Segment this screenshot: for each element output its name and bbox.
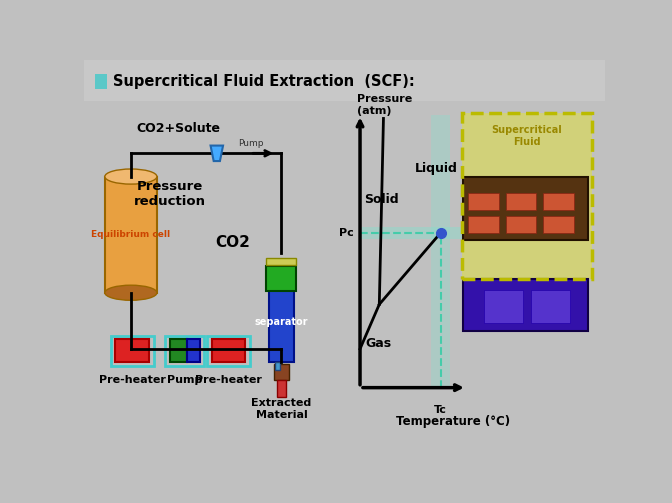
- Bar: [506, 193, 536, 210]
- Bar: [544, 193, 574, 210]
- Text: separator: separator: [255, 316, 308, 326]
- Text: Pressure
(atm): Pressure (atm): [358, 94, 413, 116]
- Bar: [468, 216, 499, 233]
- Text: Liquid: Liquid: [415, 162, 458, 176]
- Bar: [266, 258, 296, 265]
- Bar: [463, 279, 588, 331]
- Bar: [266, 266, 296, 291]
- Bar: [484, 290, 523, 323]
- Bar: [111, 336, 154, 366]
- Bar: [360, 227, 480, 238]
- Bar: [462, 113, 592, 279]
- Text: Tc: Tc: [434, 405, 447, 415]
- Bar: [275, 363, 280, 370]
- Text: Pressure
reduction: Pressure reduction: [134, 180, 206, 208]
- Ellipse shape: [105, 169, 157, 184]
- Bar: [84, 60, 605, 101]
- Text: Pump: Pump: [238, 139, 263, 148]
- Bar: [105, 177, 157, 293]
- Bar: [431, 115, 450, 388]
- Bar: [468, 193, 499, 210]
- Bar: [278, 380, 286, 397]
- Bar: [165, 336, 204, 366]
- Bar: [462, 113, 592, 279]
- Bar: [95, 74, 107, 90]
- Text: CO2: CO2: [215, 235, 250, 250]
- Text: CO2+Solute: CO2+Solute: [136, 122, 220, 135]
- Bar: [506, 216, 536, 233]
- Text: Temperature (°C): Temperature (°C): [396, 415, 511, 428]
- Text: Pre-heater: Pre-heater: [195, 375, 262, 385]
- Bar: [207, 336, 250, 366]
- Bar: [544, 216, 574, 233]
- Text: Equilibrium cell: Equilibrium cell: [91, 230, 171, 239]
- Bar: [116, 339, 149, 363]
- Text: Solid: Solid: [364, 193, 398, 206]
- Text: Supercritical
Fluid: Supercritical Fluid: [491, 125, 562, 147]
- Bar: [187, 339, 200, 363]
- Bar: [212, 339, 245, 363]
- Text: Pre-heater: Pre-heater: [99, 375, 165, 385]
- Bar: [531, 290, 570, 323]
- Text: Extracted
Material: Extracted Material: [251, 398, 312, 420]
- Text: Gas: Gas: [366, 337, 391, 350]
- Polygon shape: [210, 145, 223, 161]
- Bar: [170, 339, 187, 363]
- Text: Pc: Pc: [339, 228, 353, 238]
- Bar: [463, 177, 588, 240]
- Bar: [269, 277, 294, 363]
- Text: Supercritical Fluid Extraction  (SCF):: Supercritical Fluid Extraction (SCF):: [113, 74, 415, 89]
- Bar: [84, 101, 605, 448]
- Text: Pump: Pump: [167, 375, 202, 385]
- Ellipse shape: [105, 285, 157, 300]
- Bar: [274, 364, 289, 380]
